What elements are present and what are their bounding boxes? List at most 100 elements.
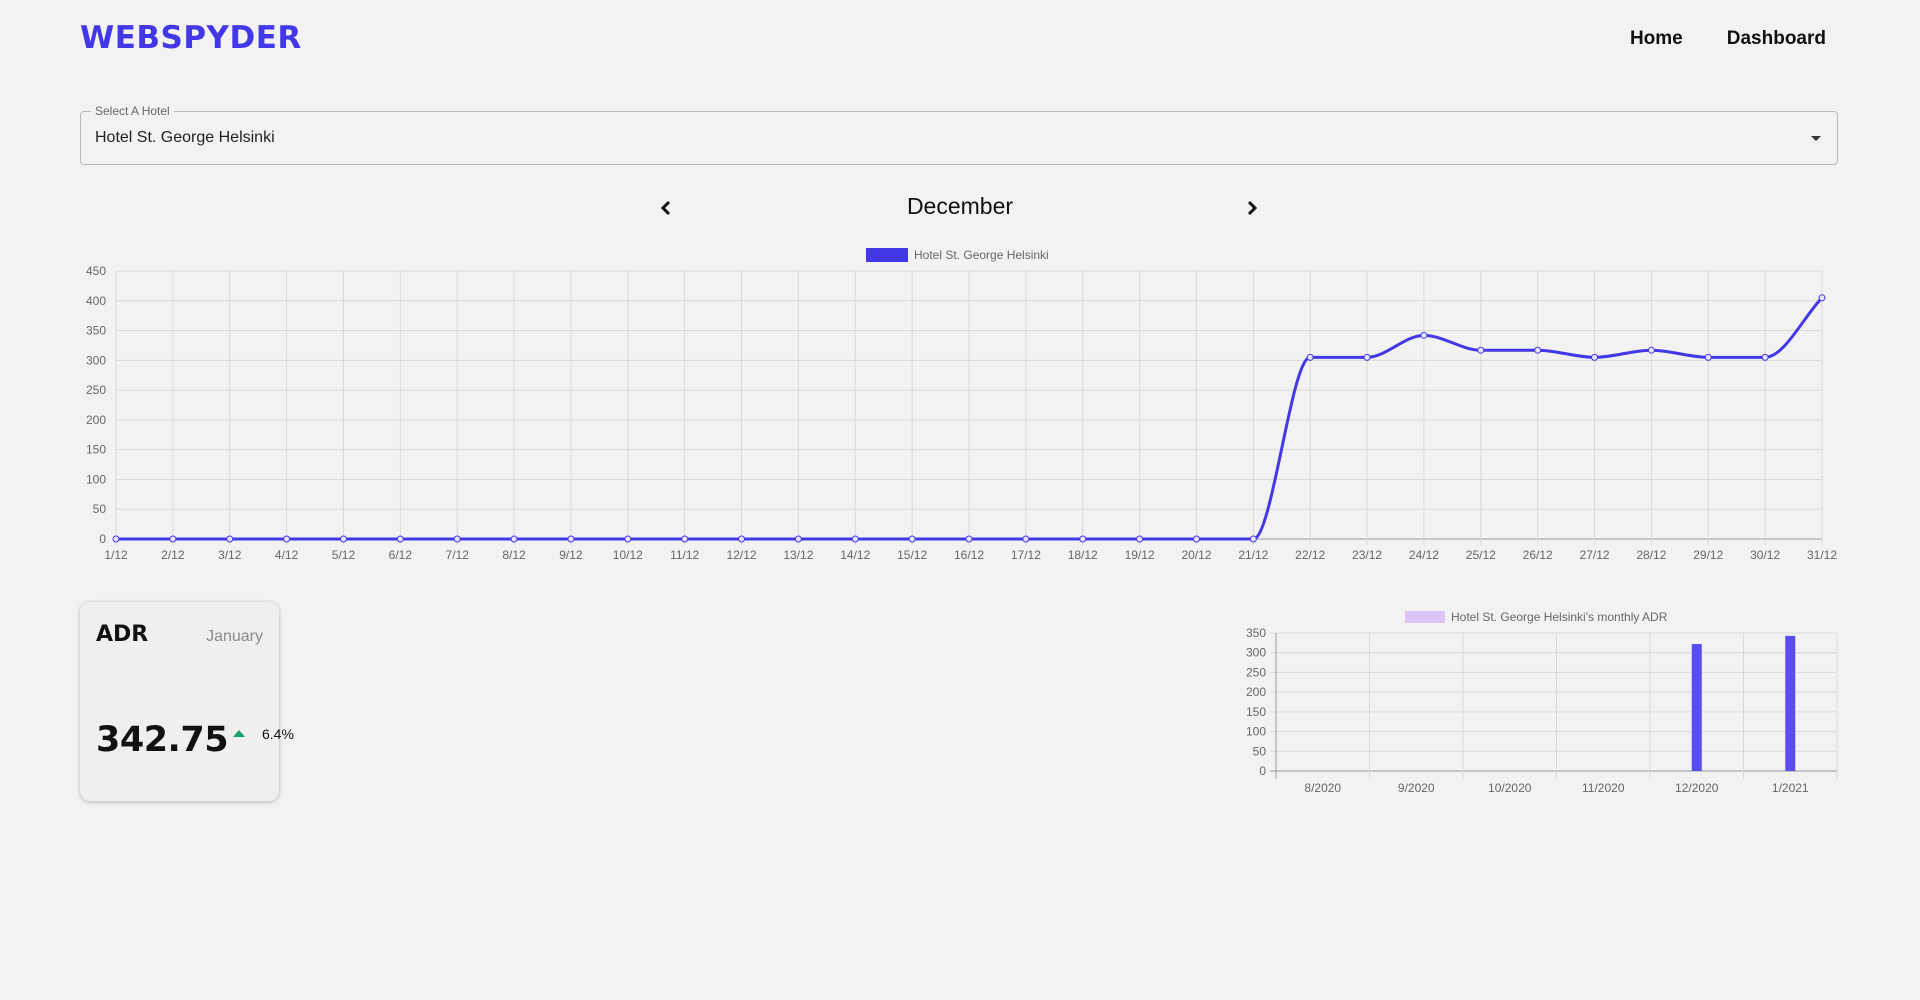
x-tick-label: 7/12 xyxy=(446,548,470,562)
legend-swatch xyxy=(866,248,908,262)
bar xyxy=(1785,635,1796,771)
adr-change: 6.4% xyxy=(262,726,294,742)
y-tick-label: 0 xyxy=(99,532,106,546)
brand-logo[interactable]: WEBSPYDER xyxy=(80,20,302,56)
x-tick-label: 21/12 xyxy=(1238,548,1268,562)
data-point xyxy=(851,535,859,543)
data-point xyxy=(1192,535,1200,543)
x-tick-label: 16/12 xyxy=(954,548,984,562)
data-point xyxy=(1363,353,1371,361)
data-point xyxy=(1534,346,1542,354)
x-tick-label: 2/12 xyxy=(161,548,185,562)
monthly-adr-bar-chart: Hotel St. George Helsinki's monthly ADR 0… xyxy=(1246,610,1838,795)
x-tick-label: 25/12 xyxy=(1466,548,1496,562)
y-tick-label: 100 xyxy=(86,472,106,486)
data-point xyxy=(226,535,234,543)
bar xyxy=(1691,644,1702,771)
y-tick-label: 250 xyxy=(86,383,106,397)
y-tick-label: 250 xyxy=(1246,665,1266,679)
next-month-button[interactable] xyxy=(1242,196,1262,220)
adr-value: 342.75 xyxy=(96,720,229,760)
data-point xyxy=(1647,346,1655,354)
x-tick-label: 9/2020 xyxy=(1398,781,1435,795)
x-tick-label: 22/12 xyxy=(1295,548,1325,562)
x-tick-label: 6/12 xyxy=(389,548,413,562)
y-tick-label: 350 xyxy=(86,324,106,338)
chevron-left-icon xyxy=(660,200,671,216)
x-tick-label: 19/12 xyxy=(1125,548,1155,562)
x-tick-label: 14/12 xyxy=(840,548,870,562)
data-point xyxy=(567,535,575,543)
nav-home-link[interactable]: Home xyxy=(1629,28,1683,49)
data-point xyxy=(169,535,177,543)
x-tick-label: 8/2020 xyxy=(1304,781,1341,795)
data-point xyxy=(624,535,632,543)
data-point xyxy=(1591,353,1599,361)
hotel-select-label: Select A Hotel xyxy=(91,104,174,118)
x-tick-label: 28/12 xyxy=(1636,548,1666,562)
main-nav: Home Dashboard xyxy=(1630,28,1826,50)
caret-down-icon[interactable] xyxy=(1811,136,1821,141)
data-point xyxy=(1704,353,1712,361)
data-point xyxy=(396,535,404,543)
x-tick-label: 12/2020 xyxy=(1675,781,1719,795)
chevron-right-icon xyxy=(1247,200,1258,216)
x-tick-label: 9/12 xyxy=(559,548,583,562)
x-tick-label: 5/12 xyxy=(332,548,356,562)
legend-label: Hotel St. George Helsinki xyxy=(914,248,1049,262)
x-tick-label: 11/2020 xyxy=(1582,781,1625,795)
y-tick-label: 150 xyxy=(1246,705,1266,719)
x-tick-label: 27/12 xyxy=(1580,548,1610,562)
data-point xyxy=(112,535,120,543)
x-tick-label: 3/12 xyxy=(218,548,242,562)
prev-month-button[interactable] xyxy=(656,196,676,220)
y-tick-label: 150 xyxy=(86,443,106,457)
arrow-up-icon xyxy=(233,730,245,737)
data-point xyxy=(681,535,689,543)
y-tick-label: 200 xyxy=(1246,685,1266,699)
x-tick-label: 29/12 xyxy=(1693,548,1723,562)
data-point xyxy=(1079,535,1087,543)
nav-dashboard-link[interactable]: Dashboard xyxy=(1726,28,1826,49)
data-point xyxy=(453,535,461,543)
x-tick-label: 1/2021 xyxy=(1772,781,1809,795)
x-tick-label: 24/12 xyxy=(1409,548,1439,562)
x-tick-label: 31/12 xyxy=(1807,548,1837,562)
y-tick-label: 100 xyxy=(1246,725,1266,739)
x-tick-label: 26/12 xyxy=(1523,548,1553,562)
hotel-select[interactable]: Select A Hotel Hotel St. George Helsinki xyxy=(80,104,1838,165)
x-tick-label: 15/12 xyxy=(897,548,927,562)
data-point xyxy=(1477,346,1485,354)
daily-rate-line-chart: Hotel St. George Helsinki 0 50 100 150 200 250… xyxy=(86,248,1837,562)
y-tick-label: 350 xyxy=(1246,626,1266,640)
adr-title: ADR xyxy=(96,622,149,647)
data-point xyxy=(1818,294,1826,302)
y-tick-label: 300 xyxy=(1246,646,1266,660)
y-tick-label: 0 xyxy=(1259,764,1266,778)
data-point xyxy=(738,535,746,543)
x-tick-label: 18/12 xyxy=(1068,548,1098,562)
x-tick-label: 13/12 xyxy=(783,548,813,562)
legend-label: Hotel St. George Helsinki's monthly ADR xyxy=(1451,610,1668,624)
x-tick-label: 23/12 xyxy=(1352,548,1382,562)
data-point xyxy=(965,535,973,543)
data-point xyxy=(1761,353,1769,361)
adr-month: January xyxy=(206,628,263,645)
data-point xyxy=(1306,353,1314,361)
x-tick-label: 17/12 xyxy=(1011,548,1041,562)
data-point xyxy=(1136,535,1144,543)
x-tick-label: 10/12 xyxy=(613,548,643,562)
x-tick-label: 11/12 xyxy=(670,548,699,562)
data-point xyxy=(1249,535,1257,543)
x-tick-label: 1/12 xyxy=(104,548,128,562)
data-point xyxy=(339,535,347,543)
legend-swatch xyxy=(1405,611,1445,623)
x-tick-label: 20/12 xyxy=(1181,548,1211,562)
data-point xyxy=(794,535,802,543)
x-tick-label: 12/12 xyxy=(727,548,757,562)
data-point xyxy=(283,535,291,543)
x-tick-label: 4/12 xyxy=(275,548,299,562)
data-point xyxy=(1420,331,1428,339)
data-point xyxy=(1022,535,1030,543)
x-tick-label: 30/12 xyxy=(1750,548,1780,562)
